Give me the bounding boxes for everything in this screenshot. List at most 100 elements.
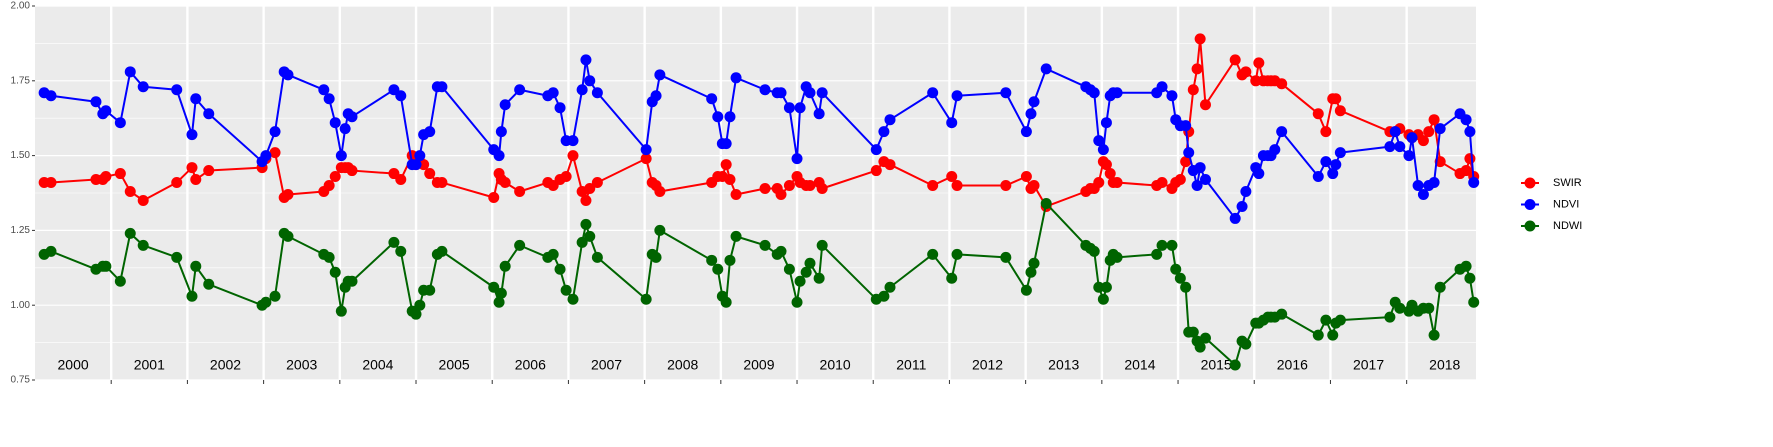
data-point <box>1194 162 1206 174</box>
data-point <box>878 290 890 302</box>
data-point <box>650 251 662 263</box>
data-point <box>654 186 666 198</box>
data-point <box>1183 147 1195 159</box>
data-point <box>323 93 335 105</box>
data-point <box>1028 96 1040 108</box>
data-point <box>1111 87 1123 99</box>
data-point <box>1174 272 1186 284</box>
data-point <box>584 230 596 242</box>
year-label: 2001 <box>134 357 165 373</box>
data-point <box>927 248 939 260</box>
data-point <box>576 236 588 248</box>
data-point <box>783 180 795 192</box>
axes: 0.75 1.00 1.25 1.50 1.75 2.00 2000 2001 2002 2003… <box>11 1 1461 386</box>
legend-key-point <box>1524 199 1536 210</box>
data-point <box>124 186 136 198</box>
data-point <box>499 99 511 111</box>
data-point <box>706 254 718 266</box>
data-point <box>720 296 732 308</box>
data-point <box>1180 120 1192 132</box>
data-point <box>1460 165 1472 177</box>
year-label: 2004 <box>362 357 393 373</box>
data-point <box>329 266 341 278</box>
data-point <box>1423 302 1435 314</box>
data-point <box>1312 329 1324 341</box>
data-point <box>1104 168 1116 180</box>
data-point <box>584 183 596 195</box>
data-point <box>800 266 812 278</box>
data-point <box>114 117 126 129</box>
data-point <box>1240 66 1252 78</box>
data-point <box>346 165 358 177</box>
data-point <box>1330 159 1342 171</box>
data-point <box>884 114 896 126</box>
data-point <box>282 69 294 81</box>
data-point <box>724 254 736 266</box>
data-point <box>282 188 294 200</box>
data-point <box>1464 272 1476 284</box>
data-point <box>186 162 198 174</box>
data-point <box>654 224 666 236</box>
data-point <box>1025 266 1037 278</box>
data-point <box>514 186 526 198</box>
year-label: 2013 <box>1048 357 1079 373</box>
data-point <box>1384 311 1396 323</box>
legend-label: NDVI <box>1553 198 1579 210</box>
data-point <box>1327 168 1339 180</box>
data-point <box>1166 90 1178 102</box>
data-point <box>335 150 347 162</box>
legend-label: SWIR <box>1553 177 1582 189</box>
data-point <box>335 305 347 317</box>
data-point <box>1151 248 1163 260</box>
data-point <box>186 129 198 141</box>
data-point <box>1312 108 1324 120</box>
data-point <box>171 84 183 96</box>
year-label: 2009 <box>743 357 774 373</box>
data-point <box>1394 302 1406 314</box>
data-point <box>1320 156 1332 168</box>
data-point <box>1428 177 1440 189</box>
data-point <box>171 177 183 189</box>
year-label: 2006 <box>515 357 546 373</box>
year-label: 2018 <box>1429 357 1460 373</box>
data-point <box>560 171 572 183</box>
data-point <box>395 245 407 257</box>
data-point <box>759 84 771 96</box>
data-point <box>1199 332 1211 344</box>
data-point <box>1187 326 1199 338</box>
data-point <box>951 248 963 260</box>
data-point <box>1093 135 1105 147</box>
data-point <box>424 168 436 180</box>
data-point <box>816 183 828 195</box>
data-point <box>576 84 588 96</box>
data-point <box>1269 144 1281 156</box>
data-point <box>560 284 572 296</box>
data-point <box>203 278 215 290</box>
data-point <box>190 174 202 186</box>
data-point <box>804 180 816 192</box>
data-point <box>1040 197 1052 209</box>
data-point <box>323 180 335 192</box>
data-point <box>554 263 566 275</box>
data-point <box>1199 174 1211 186</box>
data-point <box>640 144 652 156</box>
data-point <box>1417 188 1429 200</box>
data-point <box>791 153 803 165</box>
data-point <box>1229 359 1241 371</box>
data-point <box>1191 180 1203 192</box>
data-point <box>124 66 136 78</box>
legend-key-point <box>1524 220 1536 232</box>
year-label: 2012 <box>972 357 1003 373</box>
data-point <box>951 90 963 102</box>
data-point <box>804 257 816 269</box>
data-point <box>424 284 436 296</box>
data-point <box>269 126 281 138</box>
data-point <box>712 111 724 123</box>
y-tick-label: 1.25 <box>11 225 31 236</box>
data-point <box>1020 126 1032 138</box>
data-point <box>712 263 724 275</box>
data-point <box>388 236 400 248</box>
data-point <box>1428 114 1440 126</box>
data-point <box>640 293 652 305</box>
marks <box>38 33 1480 371</box>
